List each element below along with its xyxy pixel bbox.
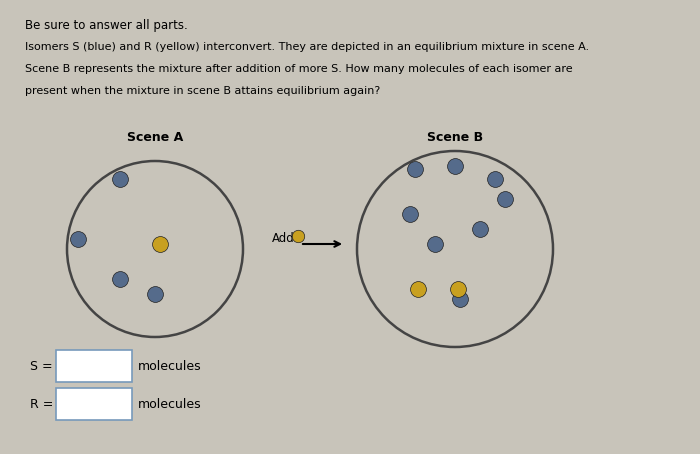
Text: Be sure to answer all parts.: Be sure to answer all parts. [25, 19, 188, 32]
Point [499, 195, 510, 202]
Text: present when the mixture in scene B attains equilibrium again?: present when the mixture in scene B atta… [25, 86, 380, 96]
Point [155, 240, 166, 247]
FancyBboxPatch shape [56, 388, 132, 420]
Point [452, 286, 463, 293]
Text: molecules: molecules [138, 398, 202, 410]
Point [449, 163, 461, 170]
Text: molecules: molecules [138, 360, 202, 372]
Point [475, 225, 486, 232]
Text: R =: R = [30, 398, 53, 410]
Text: Scene B represents the mixture after addition of more S. How many molecules of e: Scene B represents the mixture after add… [25, 64, 573, 74]
Point [149, 291, 160, 298]
Point [114, 175, 125, 183]
Point [454, 296, 466, 303]
Point [72, 235, 83, 242]
Point [410, 165, 421, 173]
Text: S =: S = [30, 360, 52, 372]
Point [293, 232, 304, 240]
Text: Scene A: Scene A [127, 131, 183, 144]
Text: Add: Add [272, 232, 295, 246]
Point [489, 175, 500, 183]
Point [429, 240, 440, 247]
Point [405, 210, 416, 217]
FancyBboxPatch shape [56, 350, 132, 382]
Text: Scene B: Scene B [427, 131, 483, 144]
Text: Isomers S (blue) and R (yellow) interconvert. They are depicted in an equilibriu: Isomers S (blue) and R (yellow) intercon… [25, 42, 589, 52]
Point [114, 276, 125, 283]
Point [412, 286, 423, 293]
